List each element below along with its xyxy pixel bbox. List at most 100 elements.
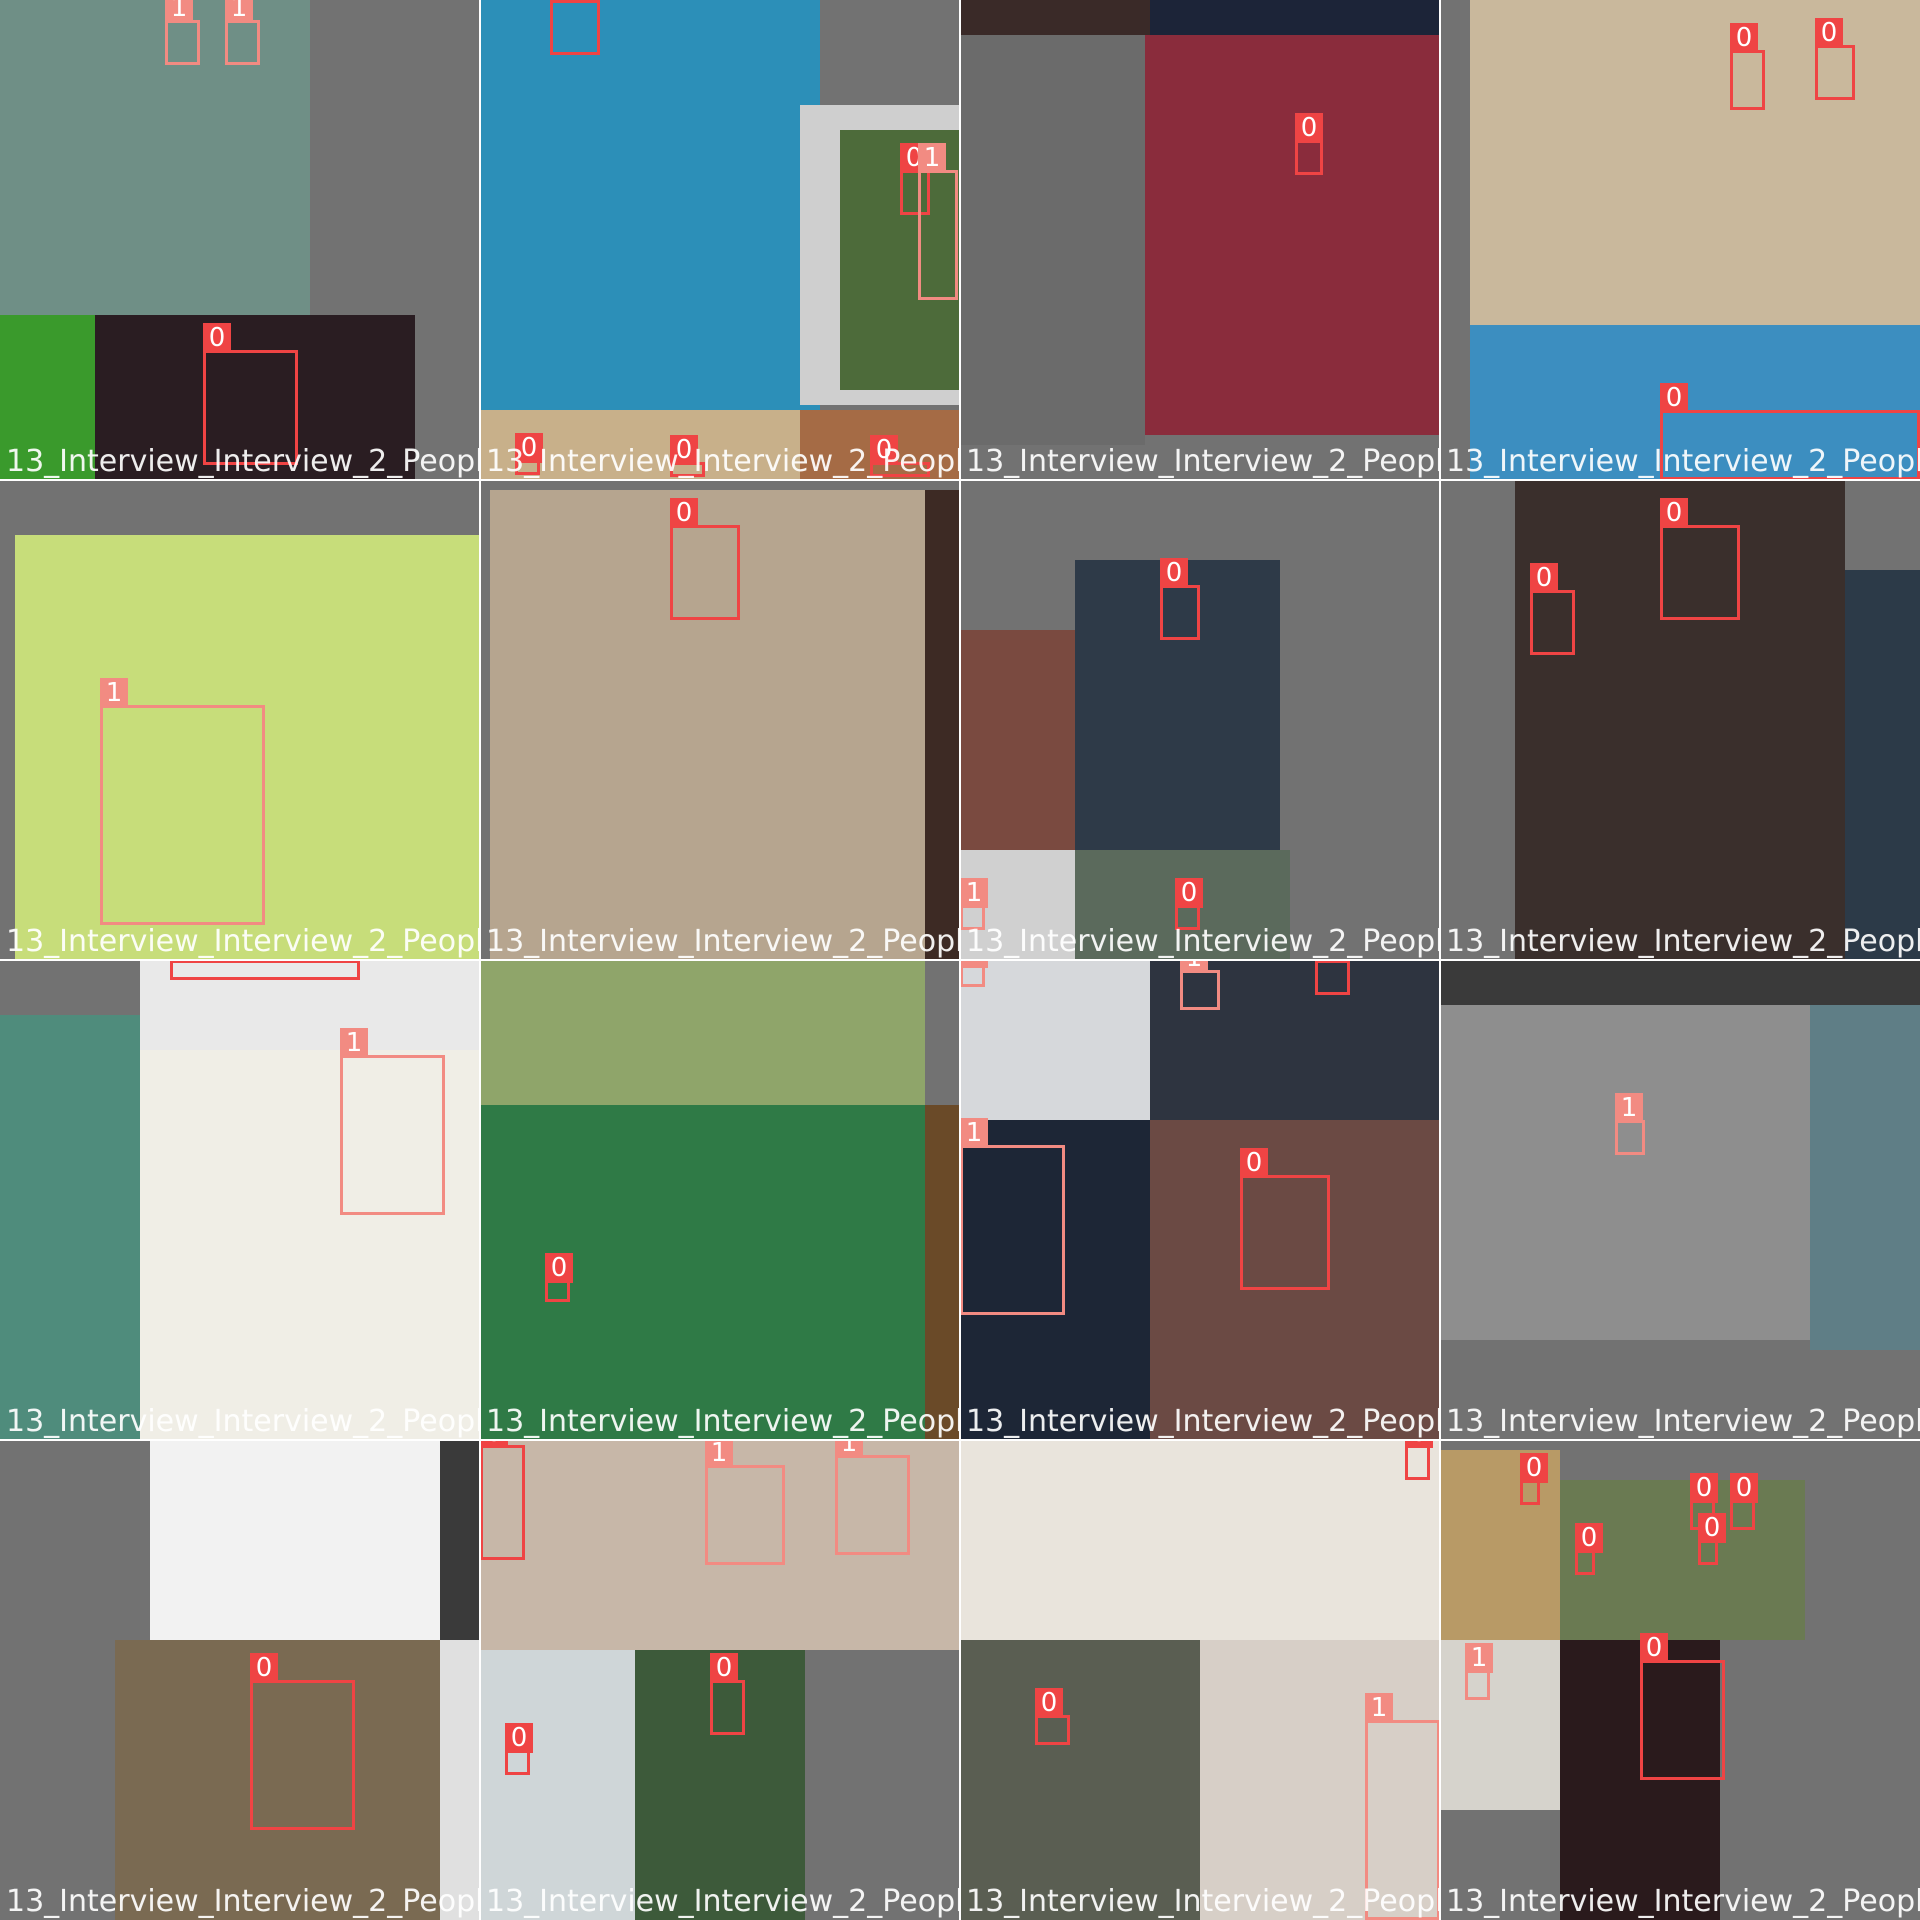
class-label: 0 <box>710 1653 738 1683</box>
class-label: 0 <box>250 1653 278 1683</box>
bbox-class-1: 1 <box>225 0 260 65</box>
grid-divider-horizontal <box>0 1439 1920 1441</box>
training-image-crop <box>440 1640 480 1920</box>
bbox-class-1: 1 <box>1615 1093 1645 1155</box>
training-image-crop <box>1515 480 1845 960</box>
mosaic-tile: 0 13_Interview_Interview_2_People_Visible <box>480 960 960 1440</box>
bbox-class-1: 1 <box>835 1440 910 1555</box>
mosaic-tile: 1 13_Interview_Interview_2_People_Visible <box>0 480 480 960</box>
class-label: 1 <box>960 878 988 908</box>
class-label: 0 <box>1640 1633 1668 1663</box>
bbox-class-0: 0 <box>1520 1453 1548 1505</box>
class-label: 0 <box>670 498 698 528</box>
training-image-crop <box>960 35 1145 445</box>
class-label: 0 <box>1730 23 1758 53</box>
bbox-class-1: 1 <box>1180 960 1220 1010</box>
class-label: 0 <box>505 1723 533 1753</box>
bbox-class-1: 1 <box>1365 1693 1440 1920</box>
training-image-crop <box>150 1440 440 1640</box>
training-image-crop <box>960 630 1075 850</box>
bbox-class-1: 1 <box>960 878 988 930</box>
class-label: 1 <box>340 1028 368 1058</box>
mosaic-tile: 000001013_Interview_Interview_2_People_V… <box>1440 1440 1920 1920</box>
training-image-crop <box>1150 960 1440 1120</box>
image-filename: 13_Interview_Interview_2_People_Visible <box>966 1404 1440 1439</box>
training-image-crop <box>0 1015 140 1440</box>
bbox-class-0: 0 <box>1730 23 1765 110</box>
bbox-class-0: 0 <box>870 435 930 477</box>
bbox-class-0: 0 <box>1405 1440 1433 1480</box>
training-image-crop <box>1150 1120 1440 1440</box>
bbox-class-0: 0 <box>900 143 930 215</box>
training-image-crop <box>960 1640 1200 1920</box>
bbox-class-0: 0 <box>1640 1633 1725 1780</box>
training-image-crop <box>1075 560 1280 850</box>
bbox-class-0: 0 <box>1035 1688 1070 1745</box>
class-label: 1 <box>1615 1093 1643 1123</box>
class-label: 1 <box>1465 1643 1493 1673</box>
training-image-crop <box>1470 325 1920 480</box>
bbox-class-1: 1 <box>165 0 200 65</box>
image-filename: 13_Interview_Interview_2_People_Visible <box>6 444 480 479</box>
bbox-class-0: 0 <box>670 435 705 477</box>
mosaic-tile: 0 13_Interview_Interview_2_People_Visible <box>480 480 960 960</box>
class-label: 0 <box>670 435 698 465</box>
bbox-class-1: 1 <box>960 1118 1065 1315</box>
class-label: 0 <box>1160 558 1188 588</box>
training-image-crop <box>15 535 480 960</box>
training-image-crop <box>440 1440 480 1640</box>
class-label: 0 <box>1295 113 1323 143</box>
bbox-class-0: 0 <box>1175 878 1203 930</box>
training-image-crop <box>635 1650 805 1920</box>
class-label: 0 <box>1315 960 1343 963</box>
bbox-class-0: 0 <box>203 323 298 465</box>
class-label: 0 <box>1815 18 1843 48</box>
class-label: 0 <box>1405 1440 1433 1448</box>
training-image-crop <box>1440 960 1920 1005</box>
mosaic-tile: 0 0 1 13_Interview_Interview_2_People_Visib… <box>960 1440 1440 1920</box>
class-label: 0 <box>1520 1453 1548 1483</box>
mosaic-tile: 0 1 13_Interview_Interview_2_People_Visibl… <box>0 960 480 1440</box>
mosaic-tile: 1 1 0 13_Interview_Interview_2_People_Visib… <box>0 0 480 480</box>
image-filename: 13_Interview_Interview_2_People_Visible <box>966 444 1440 479</box>
training-image-crop <box>0 0 310 315</box>
class-label: 0 <box>1530 563 1558 593</box>
training-image-crop <box>140 1050 480 1440</box>
bbox-class-0: 0 <box>1575 1523 1603 1575</box>
training-image-crop <box>1200 1640 1440 1920</box>
image-filename: 13_Interview_Interview_2_People_Visible <box>6 1404 480 1439</box>
bbox-class-0: 0 <box>545 1253 573 1302</box>
training-image-crop <box>1845 570 1920 960</box>
training-image-crop <box>1560 1480 1805 1640</box>
image-filename: 13_Interview_Interview_2_People_Visible <box>6 1884 480 1919</box>
bbox-class-1: 1 <box>705 1440 785 1565</box>
class-label: 1 <box>1365 1693 1393 1723</box>
image-filename: 13_Interview_Interview_2_People_Visible <box>486 1884 960 1919</box>
class-label: 1 <box>960 960 988 968</box>
training-image-crop <box>480 0 820 410</box>
training-image-crop <box>960 1120 1150 1440</box>
class-label: 1 <box>100 678 128 708</box>
training-image-crop <box>480 1650 635 1920</box>
mosaic-tile: 0 13_Interview_Interview_2_People_Visible <box>960 0 1440 480</box>
training-image-crop <box>95 315 415 480</box>
class-label: 0 <box>1730 1473 1758 1503</box>
image-filename: 13_Interview_Interview_2_People_Visible <box>1446 444 1920 479</box>
bbox-class-1: 1 <box>100 678 265 925</box>
bbox-class-0: 0 <box>480 1440 525 1560</box>
class-label: 0 <box>1660 383 1688 413</box>
training-image-crop <box>0 315 95 480</box>
training-image-crop <box>1440 1640 1560 1810</box>
training-image-crop <box>1470 0 1920 325</box>
class-label: 0 <box>480 1440 508 1448</box>
training-image-crop <box>925 1105 960 1440</box>
training-image-crop <box>1810 1005 1920 1350</box>
image-filename: 13_Interview_Interview_2_People_Visible <box>1446 924 1920 959</box>
bbox-class-0: 0 <box>1160 558 1200 640</box>
class-label: 1 <box>960 1118 988 1148</box>
image-filename: 13_Interview_Interview_2_People_Visible <box>6 924 480 959</box>
bbox-class-0: 0 <box>1730 1473 1758 1530</box>
mosaic-tile: 0 0 1 13_Interview_Interview_2_People_Visib… <box>960 480 1440 960</box>
grid-divider-horizontal <box>0 959 1920 961</box>
